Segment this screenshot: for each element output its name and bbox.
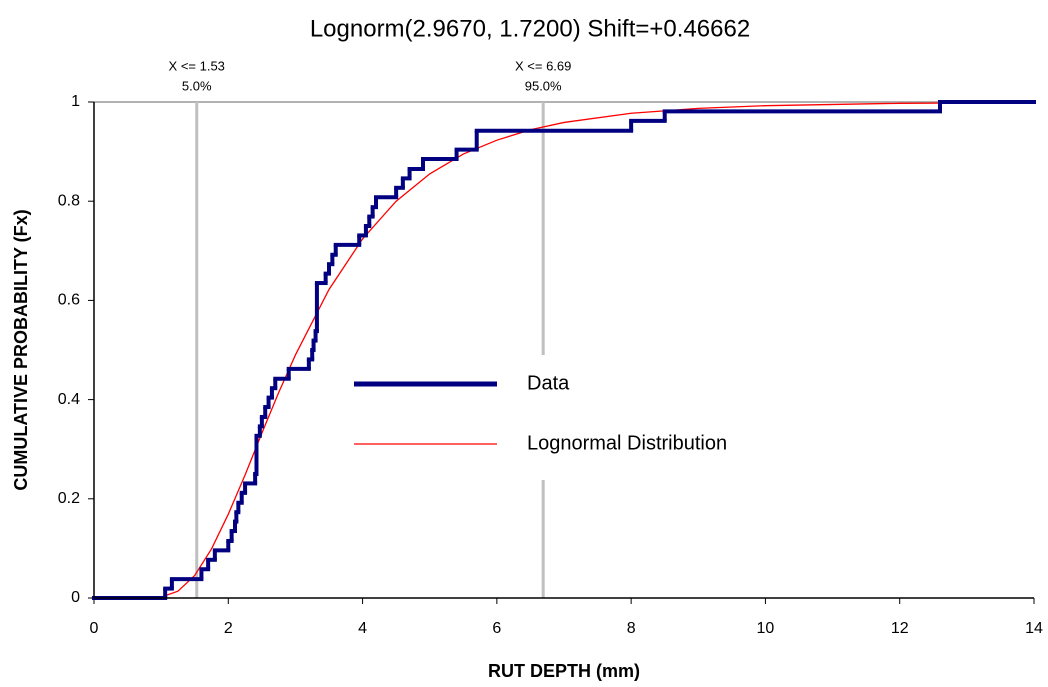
x-tick-label: 2 bbox=[224, 620, 233, 637]
distribution-curve bbox=[127, 101, 1035, 599]
percentile-value: 95.0% bbox=[525, 78, 562, 93]
y-tick-label: 0.4 bbox=[58, 391, 80, 408]
x-tick-label: 14 bbox=[1025, 620, 1043, 637]
y-tick-label: 0.2 bbox=[58, 490, 80, 507]
legend-box bbox=[345, 355, 815, 480]
legend-label: Data bbox=[527, 372, 570, 394]
chart-title: Lognorm(2.9670, 1.7200) Shift=+0.46662 bbox=[310, 15, 750, 42]
x-tick-label: 8 bbox=[627, 620, 636, 637]
x-axis-label: RUT DEPTH (mm) bbox=[488, 661, 640, 681]
y-tick-label: 0 bbox=[71, 589, 80, 606]
percentile-label: X <= 6.69 bbox=[515, 58, 571, 73]
x-tick-label: 4 bbox=[358, 620, 367, 637]
x-tick-label: 12 bbox=[891, 620, 909, 637]
y-tick-label: 0.8 bbox=[58, 192, 80, 209]
y-tick-label: 0.6 bbox=[58, 292, 80, 309]
percentile-value: 5.0% bbox=[182, 78, 212, 93]
y-axis-label: CUMULATIVE PROBABILITY (Fx) bbox=[11, 209, 31, 490]
x-tick-label: 6 bbox=[492, 620, 501, 637]
y-tick-label: 1 bbox=[71, 93, 80, 110]
x-tick-label: 10 bbox=[757, 620, 775, 637]
x-tick-label: 0 bbox=[90, 620, 99, 637]
percentile-label: X <= 1.53 bbox=[169, 58, 225, 73]
legend-label: Lognormal Distribution bbox=[527, 432, 727, 454]
